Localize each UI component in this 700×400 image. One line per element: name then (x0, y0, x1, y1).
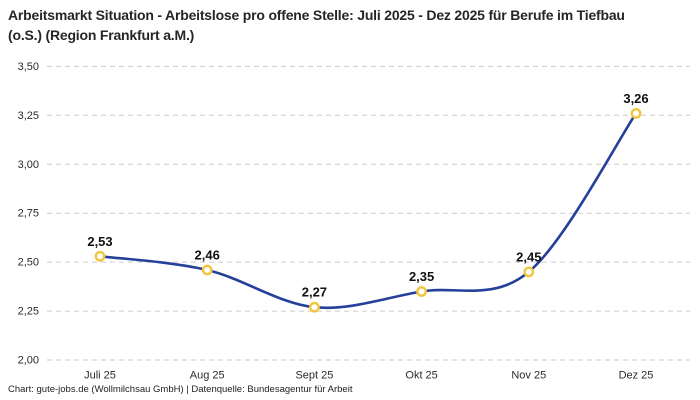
data-point-label: 2,53 (87, 234, 112, 249)
y-axis-tick-label: 3,00 (18, 159, 39, 171)
data-point-marker (630, 108, 642, 119)
y-axis-tick-label: 3,25 (18, 110, 39, 122)
chart-attribution: Chart: gute-jobs.de (Wollmilchsau GmbH) … (8, 384, 353, 395)
data-point-marker (94, 250, 106, 262)
y-axis-tick-label: 2,00 (18, 355, 39, 367)
data-point-label: 2,46 (195, 248, 220, 263)
data-point-marker (201, 264, 213, 276)
y-axis-tick-label: 3,50 (18, 61, 39, 73)
data-point-label: 2,27 (302, 285, 327, 300)
data-point-marker (416, 286, 427, 297)
data-point-label: 2,45 (516, 249, 541, 264)
x-axis-tick-label: Sept 25 (295, 370, 333, 382)
chart-title: Arbeitsmarkt Situation - Arbeitslose pro… (8, 7, 625, 44)
data-point-label: 3,26 (623, 91, 648, 106)
x-axis-tick-label: Nov 25 (511, 370, 546, 382)
x-axis-tick-label: Aug 25 (190, 370, 225, 382)
data-point-marker (308, 301, 320, 313)
y-axis-tick-label: 2,25 (18, 306, 39, 318)
x-axis-tick-label: Juli 25 (84, 370, 116, 382)
y-axis-tick-label: 2,50 (18, 257, 39, 269)
data-line (98, 112, 638, 310)
data-point-marker (523, 266, 535, 278)
x-axis-tick-label: Okt 25 (405, 370, 437, 382)
data-point-label: 2,35 (409, 269, 434, 284)
y-axis-tick-label: 2,75 (18, 208, 39, 220)
x-axis-tick-label: Dez 25 (619, 370, 654, 382)
